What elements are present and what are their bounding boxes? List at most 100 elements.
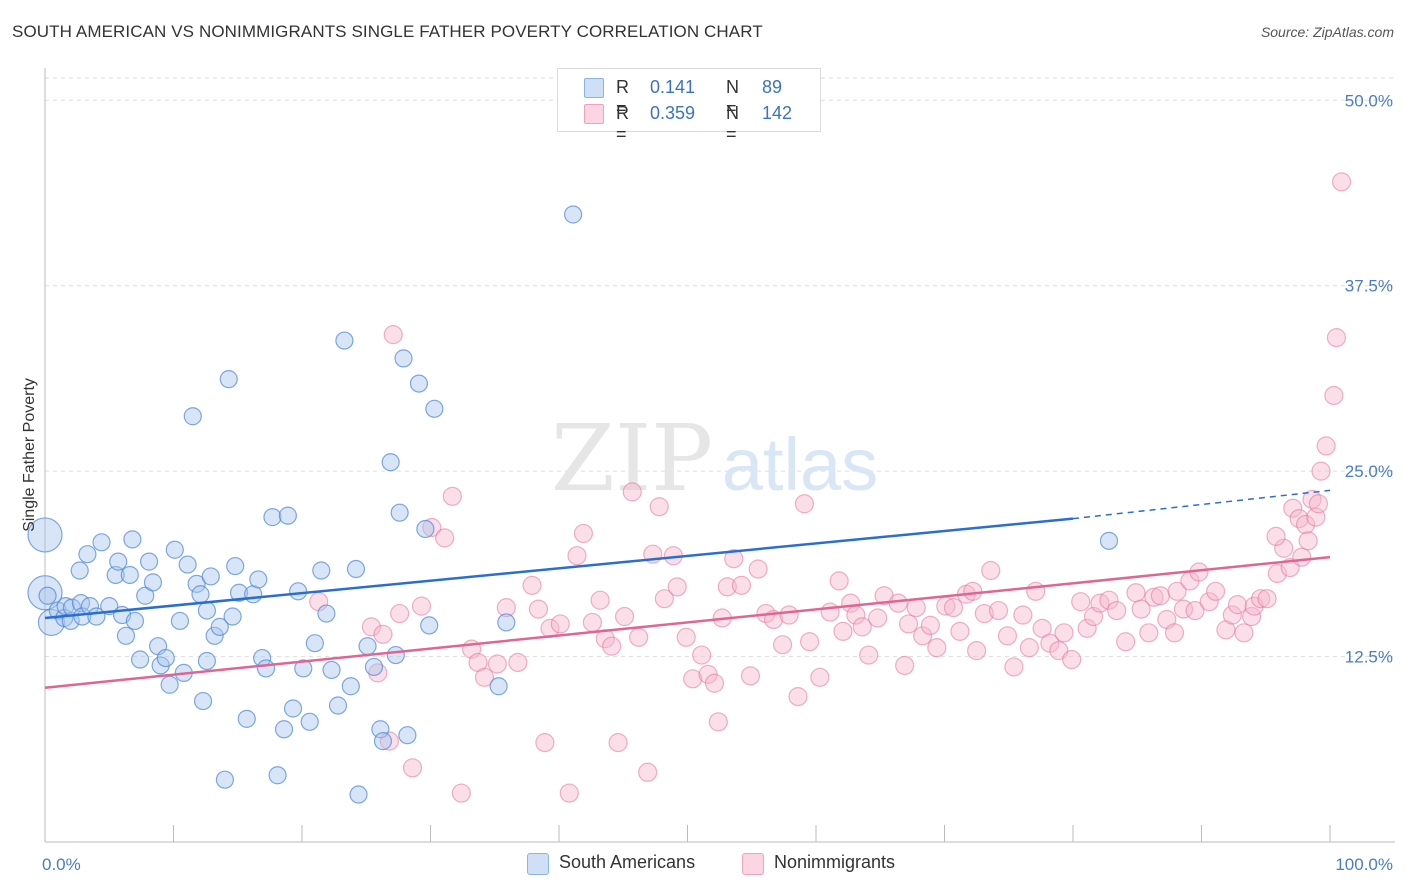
south-americans-point bbox=[394, 349, 413, 368]
nonimmigrants-point bbox=[1331, 172, 1352, 192]
south-americans-point bbox=[197, 601, 217, 620]
south-americans-point bbox=[27, 517, 63, 553]
south-americans-point bbox=[425, 399, 444, 418]
nonimmigrants-point bbox=[708, 712, 728, 732]
south-americans-point bbox=[125, 611, 145, 631]
nonimmigrants-point bbox=[1308, 494, 1329, 514]
south-americans-point bbox=[226, 556, 245, 576]
nonimmigrants-point bbox=[608, 733, 628, 753]
nonimmigrants-point bbox=[1206, 581, 1226, 601]
nonimmigrants-point bbox=[1019, 638, 1039, 658]
nonimmigrants-point bbox=[1283, 498, 1303, 518]
y-tick-label: 25.0% bbox=[1345, 462, 1393, 481]
nonimmigrants-point bbox=[622, 482, 642, 502]
south-americans-point bbox=[371, 720, 390, 739]
nonimmigrants-point bbox=[724, 549, 744, 569]
nonimmigrants-point bbox=[1126, 583, 1146, 603]
nonimmigrants-point bbox=[963, 581, 983, 601]
south-americans-point bbox=[263, 508, 282, 527]
south-americans-point bbox=[294, 659, 313, 678]
x-tick-label-max: 100.0% bbox=[1335, 855, 1393, 874]
legend-label-south-americans: South Americans bbox=[559, 852, 696, 872]
nonimmigrants-point bbox=[528, 599, 549, 619]
nonimmigrants-point bbox=[422, 517, 442, 538]
nonimmigrants-point bbox=[692, 645, 712, 665]
south-americans-point bbox=[215, 770, 234, 789]
nonimmigrants-point bbox=[1298, 531, 1318, 551]
nonimmigrants-point bbox=[731, 575, 752, 595]
nonimmigrants-point bbox=[1150, 586, 1170, 606]
nonimmigrants-point bbox=[1026, 581, 1046, 601]
nonimmigrants-point bbox=[1274, 538, 1294, 558]
nonimmigrants-point bbox=[1251, 589, 1271, 609]
chart-title: SOUTH AMERICAN VS NONIMMIGRANTS SINGLE F… bbox=[12, 22, 763, 41]
south-americans-point bbox=[116, 626, 136, 645]
nonimmigrants-point bbox=[794, 494, 815, 514]
nonimmigrants-point bbox=[373, 624, 393, 644]
legend-swatch-nonimm bbox=[584, 104, 604, 124]
nonimmigrants-point bbox=[927, 638, 947, 658]
nonimmigrants-point bbox=[649, 497, 669, 517]
swatch-nonimmigrants bbox=[742, 853, 764, 875]
south-americans-point bbox=[210, 617, 229, 636]
south-americans-point bbox=[312, 561, 331, 580]
nonimmigrants-point bbox=[717, 577, 737, 597]
nonimmigrants-point bbox=[390, 603, 410, 624]
nonimmigrants-point bbox=[704, 673, 725, 693]
nonimmigrants-point bbox=[550, 614, 570, 634]
south-americans-point bbox=[1099, 531, 1119, 550]
nonimmigrants-point bbox=[683, 669, 703, 689]
watermark-atlas: atlas bbox=[722, 423, 878, 506]
legend-r-value: 0.141 bbox=[650, 77, 696, 97]
nonimmigrants-point bbox=[852, 617, 872, 637]
nonimmigrants-point bbox=[442, 486, 462, 506]
tick-labels: 12.5% 25.0% 37.5% 50.0% 0.0% 100.0% bbox=[42, 91, 1393, 874]
axes bbox=[44, 68, 1395, 843]
south-americans-point bbox=[223, 607, 242, 626]
south-americans-point bbox=[160, 675, 179, 694]
y-tick-label: 37.5% bbox=[1345, 277, 1393, 296]
south-americans-point bbox=[178, 555, 197, 574]
south-americans-point bbox=[322, 660, 341, 680]
nonimmigrants-point bbox=[1013, 605, 1033, 625]
south-americans-point bbox=[123, 530, 142, 549]
nonimmigrants-point bbox=[590, 590, 610, 610]
nonimmigrants-point bbox=[859, 645, 879, 665]
south-americans-points bbox=[27, 205, 1119, 804]
x-tick-label-min: 0.0% bbox=[42, 855, 81, 874]
nonimmigrants-point bbox=[1326, 328, 1347, 348]
source-label: Source: ZipAtlas.com bbox=[1260, 24, 1394, 40]
south-americans-point bbox=[268, 766, 287, 785]
south-americans-point bbox=[183, 407, 202, 426]
nonimmigrants-point bbox=[1062, 649, 1082, 670]
nonimmigrants-point bbox=[1167, 581, 1187, 601]
south-americans-point bbox=[106, 565, 125, 585]
south-americans-point bbox=[256, 659, 276, 678]
south-americans-point bbox=[78, 545, 97, 564]
south-americans-point bbox=[70, 561, 89, 580]
nonimmigrants-point bbox=[1054, 623, 1074, 643]
legend-n-label: N = bbox=[726, 77, 739, 118]
nonimmigrants-point bbox=[920, 615, 940, 636]
nonimmigrants-point bbox=[1107, 600, 1127, 621]
nonimmigrants-point bbox=[943, 598, 964, 618]
nonimmigrants-point bbox=[1116, 632, 1136, 652]
nonimmigrants-point bbox=[898, 614, 919, 634]
swatch-south-americans bbox=[527, 853, 549, 875]
nonimmigrants-point bbox=[974, 603, 994, 624]
nonimmigrants-point bbox=[402, 758, 423, 778]
south-americans-point bbox=[56, 597, 75, 616]
nonimmigrants-point bbox=[654, 589, 674, 609]
legend-n-label: N = bbox=[726, 103, 739, 144]
nonimmigrants-point bbox=[573, 523, 594, 544]
nonimmigrants-point bbox=[799, 632, 820, 652]
south-americans-point bbox=[420, 616, 439, 635]
nonimmigrants-point bbox=[950, 621, 970, 641]
south-americans-point bbox=[136, 586, 155, 605]
south-americans-point bbox=[364, 657, 384, 677]
south-americans-point bbox=[38, 586, 57, 605]
nonimmigrants-point bbox=[1071, 592, 1091, 612]
nonimmigrants-point bbox=[772, 635, 793, 655]
south-americans-point bbox=[205, 626, 224, 645]
nonimmigrants-point bbox=[614, 606, 635, 627]
